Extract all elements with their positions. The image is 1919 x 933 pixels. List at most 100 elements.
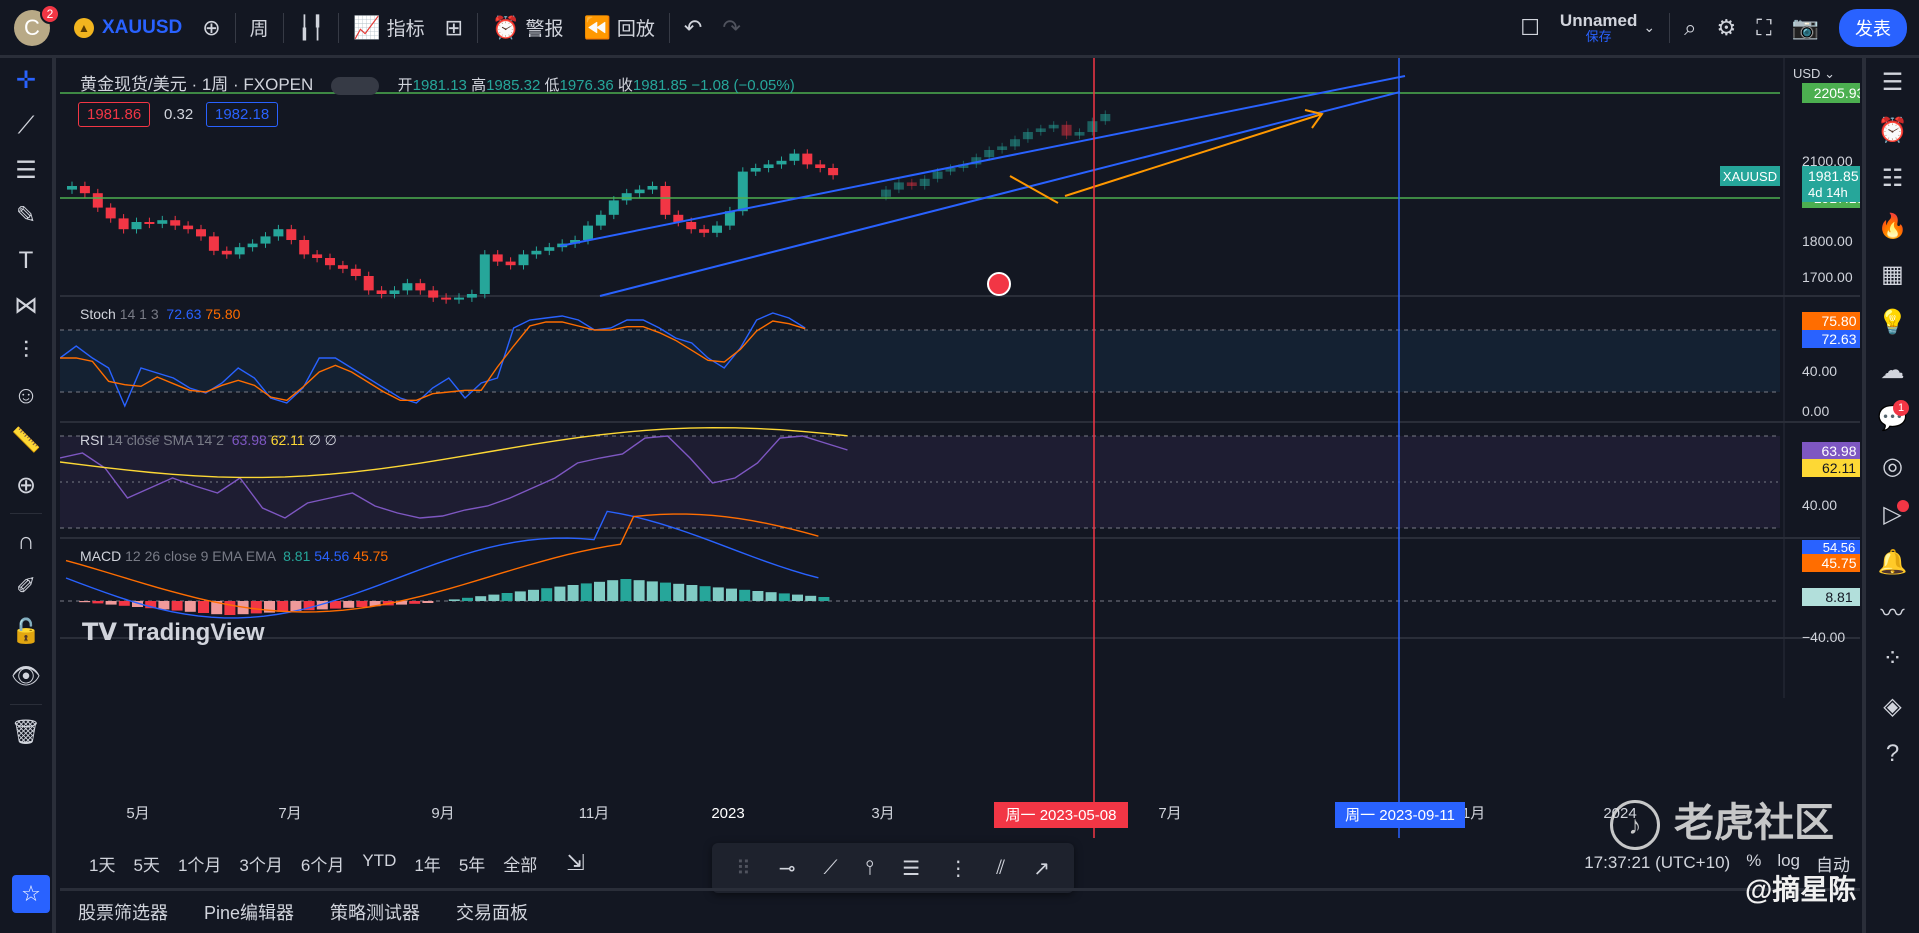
search-icon[interactable]: ⌕ [1684,14,1697,40]
bottom-tab-3[interactable]: 交易面板 [456,903,529,923]
ruler-icon[interactable]: 📏 [11,427,41,454]
date-range-icon[interactable]: ⇲ [566,850,585,875]
macd-bar [422,601,434,603]
calendar-icon[interactable]: ▦ [1881,260,1904,288]
candle [118,218,129,230]
visibility-toggle[interactable] [331,77,380,96]
star-icon[interactable]: ☆ [12,875,50,913]
range-1[interactable]: 5天 [133,855,160,875]
drag-handle-icon[interactable]: ⠿ [736,857,751,880]
spread-value: 0.32 [164,106,194,123]
eye-icon[interactable]: 👁 [10,663,42,690]
clock[interactable]: 17:37:21 (UTC+10) [1584,853,1731,872]
range-6[interactable]: 1年 [414,855,441,875]
macd-signal-line [65,513,819,613]
ideas-icon[interactable]: 💡 [1877,308,1908,336]
alarm-clock-icon[interactable]: ⏰ [1877,116,1908,144]
lock-drawing-icon[interactable]: ✐ [15,573,37,600]
streams-icon[interactable]: ◎ [1882,452,1903,480]
magnet-icon[interactable]: ∩ [17,527,35,555]
chart-area[interactable]: 2205.931917.182100.001800.001700.00XAUUS… [60,58,1860,838]
range-7[interactable]: 5年 [458,855,486,875]
macd-bar [805,595,817,601]
templates-icon[interactable]: ⊞ [444,14,464,40]
bid-price[interactable]: 1981.86 [78,102,151,127]
emoji-icon[interactable]: ☺ [13,381,39,409]
chart-wave-icon[interactable]: 〰 [1880,599,1905,627]
bell-icon[interactable]: 🔔 [1877,548,1908,576]
candle [441,297,452,300]
chart-canvas[interactable]: 2205.931917.182100.001800.001700.00XAUUS… [60,58,1860,838]
candle [479,254,490,294]
brush-icon[interactable]: ✎ [15,202,37,229]
hotlist-icon[interactable]: 🔥 [1877,212,1908,240]
symbol-search[interactable]: ▲ XAUUSD [64,0,192,57]
play-icon[interactable]: ▷ [1866,490,1919,538]
trendline-tool-icon[interactable]: ⟋ [823,856,838,879]
dots-grid-icon[interactable]: ⁘ [1882,644,1903,672]
undo-icon[interactable]: ↶ [683,14,703,40]
range-0[interactable]: 1天 [89,855,116,875]
candle [350,268,361,276]
range-8[interactable]: 全部 [503,855,538,875]
vertical-line-icon[interactable]: ⫯ [865,856,875,879]
currency-selector[interactable]: USD ⌄ [1793,66,1835,81]
expand-icon[interactable]: ⛶ [1756,14,1772,40]
alerts-button[interactable]: ⏰ 警报 [492,14,564,41]
arrow-tool-icon[interactable]: ↗ [1033,857,1050,880]
chat-icon[interactable]: 💬 1 [1877,400,1909,432]
range-2[interactable]: 1个月 [177,855,222,875]
channel-lower [599,91,1401,297]
pitchfork-icon[interactable]: ⫽ [996,856,1006,879]
help-icon[interactable]: ? [1885,740,1900,767]
range-3[interactable]: 3个月 [239,855,283,875]
scale-opt-2[interactable]: 自动 [1816,855,1850,875]
layers-icon[interactable]: ◈ [1883,692,1902,720]
trendline-icon[interactable]: ⟋ [17,111,35,139]
fullscreen-square-icon[interactable]: ☐ [1520,14,1540,40]
interval-button[interactable]: 周 [249,19,269,40]
candle [724,211,735,226]
redo-icon[interactable]: ↷ [722,14,741,40]
replay-button[interactable]: ⏪ 回放 [583,14,655,41]
crosshair-blue-label: 周一 2023-09-11 [1345,807,1455,824]
rsi-tag-bg [1802,442,1860,460]
macd-bar [752,591,764,601]
layout-name-button[interactable]: Unnamed 保存 ⌄ [1559,10,1656,44]
candles-icon[interactable]: ╽╿ [297,14,325,40]
pattern-icon[interactable]: ⋈ [14,292,38,319]
bottom-tab-1[interactable]: Pine编辑器 [204,903,295,923]
range-4[interactable]: 6个月 [300,855,345,875]
range-5[interactable]: YTD [362,850,397,870]
bottom-tab-2[interactable]: 策略测试器 [330,903,421,923]
add-symbol-icon[interactable]: ⊕ [202,14,221,40]
ask-price[interactable]: 1982.18 [206,102,279,127]
projected-candle [1035,128,1046,132]
watchlist-icon[interactable]: ☰ [1881,68,1904,96]
cloud-icon[interactable]: ☁ [1880,356,1905,384]
camera-icon[interactable]: 📷 [1791,14,1819,40]
text-icon[interactable]: T [18,246,34,274]
divider [282,12,284,43]
scale-opt-1[interactable]: log [1777,850,1800,870]
macd-bar [554,586,566,601]
regression-icon[interactable]: ⋮ [948,857,969,880]
projected-candle [932,171,943,179]
prediction-icon[interactable]: ⫶ [23,336,29,364]
lock-icon[interactable]: 🔓 [11,618,41,645]
object-tree-icon[interactable]: ☷ [1881,164,1904,192]
fib-icon[interactable]: ☰ [15,157,37,184]
indicators-button[interactable]: 📈 指标 [353,14,425,41]
candle [660,186,671,215]
stoch-d-tag: 75.80 [1821,313,1856,329]
scale-opt-0[interactable]: % [1746,850,1762,870]
parallel-channel-icon[interactable]: ☰ [902,857,921,880]
publish-button[interactable]: 发表 [1839,8,1907,47]
crosshair-icon[interactable]: ✛ [15,67,37,94]
gear-icon[interactable]: ⚙ [1716,14,1737,40]
zoom-in-icon[interactable]: ⊕ [15,472,37,499]
horizontal-ray-icon[interactable]: ⊸ [778,857,796,880]
bottom-tab-0[interactable]: 股票筛选器 [78,903,168,923]
trash-icon[interactable]: 🗑 [10,719,42,746]
